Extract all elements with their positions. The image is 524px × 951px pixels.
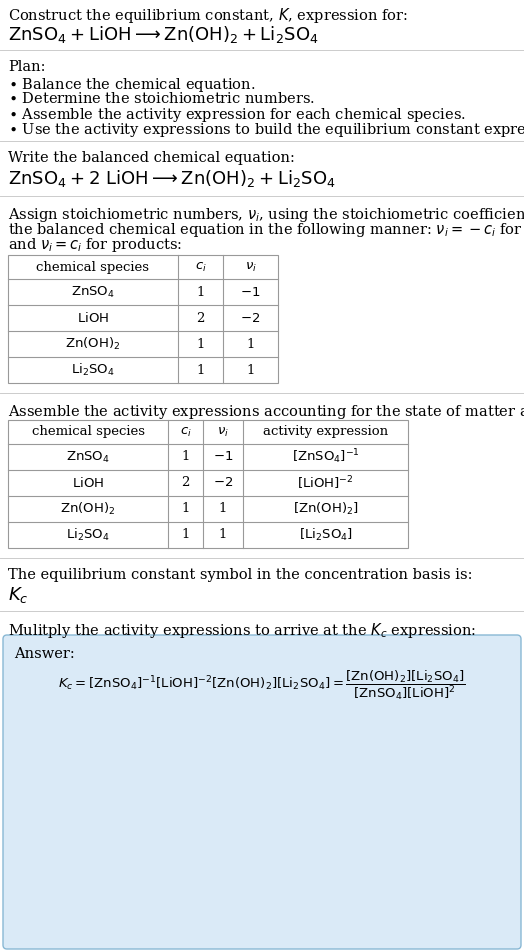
Text: $\nu_i$: $\nu_i$ (217, 425, 229, 438)
Text: chemical species: chemical species (31, 425, 145, 438)
Text: $K_c$: $K_c$ (8, 585, 29, 605)
Text: the balanced chemical equation in the following manner: $\nu_i = -c_i$ for react: the balanced chemical equation in the fo… (8, 221, 524, 239)
Text: chemical species: chemical species (37, 261, 149, 274)
Text: $[\mathrm{ZnSO_4}]^{-1}$: $[\mathrm{ZnSO_4}]^{-1}$ (291, 448, 359, 466)
Text: Answer:: Answer: (14, 647, 75, 661)
Text: Assemble the activity expressions accounting for the state of matter and $\nu_i$: Assemble the activity expressions accoun… (8, 403, 524, 421)
Text: $\mathrm{Zn(OH)_2}$: $\mathrm{Zn(OH)_2}$ (60, 501, 116, 517)
Text: $[\mathrm{Li_2SO_4}]$: $[\mathrm{Li_2SO_4}]$ (299, 527, 353, 543)
Text: 1: 1 (246, 338, 255, 351)
Text: activity expression: activity expression (263, 425, 388, 438)
Text: 2: 2 (196, 312, 205, 324)
Text: $\bullet$ Assemble the activity expression for each chemical species.: $\bullet$ Assemble the activity expressi… (8, 106, 466, 124)
Text: $-1$: $-1$ (241, 285, 260, 299)
Bar (8, 420, 408, 548)
Text: 1: 1 (219, 502, 227, 515)
Text: $[\mathrm{LiOH}]^{-2}$: $[\mathrm{LiOH}]^{-2}$ (297, 475, 354, 492)
Text: 1: 1 (181, 529, 190, 541)
Text: $\bullet$ Balance the chemical equation.: $\bullet$ Balance the chemical equation. (8, 76, 255, 94)
Text: $\mathrm{ZnSO_4}$: $\mathrm{ZnSO_4}$ (71, 284, 115, 300)
Text: 1: 1 (181, 502, 190, 515)
Text: $\mathrm{Zn(OH)_2}$: $\mathrm{Zn(OH)_2}$ (66, 336, 121, 352)
Text: $\mathrm{ZnSO_4}$: $\mathrm{ZnSO_4}$ (66, 450, 110, 464)
Text: $K_c = [\mathrm{ZnSO_4}]^{-1} [\mathrm{LiOH}]^{-2} [\mathrm{Zn(OH)_2}][\mathrm{L: $K_c = [\mathrm{ZnSO_4}]^{-1} [\mathrm{L… (58, 669, 466, 702)
Text: $\mathrm{ZnSO_4 + LiOH \longrightarrow Zn(OH)_2 + Li_2SO_4}$: $\mathrm{ZnSO_4 + LiOH \longrightarrow Z… (8, 24, 319, 45)
Text: $\mathrm{Li_2SO_4}$: $\mathrm{Li_2SO_4}$ (66, 527, 110, 543)
Text: 1: 1 (181, 451, 190, 463)
Text: 1: 1 (219, 529, 227, 541)
Text: Plan:: Plan: (8, 60, 46, 74)
Text: Mulitply the activity expressions to arrive at the $K_c$ expression:: Mulitply the activity expressions to arr… (8, 621, 476, 640)
Text: $-1$: $-1$ (213, 451, 233, 463)
Text: $\mathrm{LiOH}$: $\mathrm{LiOH}$ (77, 311, 109, 325)
Bar (8, 255, 278, 383)
Text: $\bullet$ Use the activity expressions to build the equilibrium constant express: $\bullet$ Use the activity expressions t… (8, 121, 524, 139)
Text: 1: 1 (196, 338, 205, 351)
Text: $-2$: $-2$ (213, 476, 233, 490)
Text: $-2$: $-2$ (241, 312, 260, 324)
Text: $c_i$: $c_i$ (194, 261, 206, 274)
Text: and $\nu_i = c_i$ for products:: and $\nu_i = c_i$ for products: (8, 236, 182, 254)
Text: Write the balanced chemical equation:: Write the balanced chemical equation: (8, 151, 295, 165)
Text: $\nu_i$: $\nu_i$ (245, 261, 256, 274)
Text: Assign stoichiometric numbers, $\nu_i$, using the stoichiometric coefficients, $: Assign stoichiometric numbers, $\nu_i$, … (8, 206, 524, 224)
Text: 1: 1 (246, 363, 255, 377)
Text: $\mathrm{ZnSO_4 + 2\ LiOH \longrightarrow Zn(OH)_2 + Li_2SO_4}$: $\mathrm{ZnSO_4 + 2\ LiOH \longrightarro… (8, 168, 336, 189)
Text: $c_i$: $c_i$ (180, 425, 191, 438)
FancyBboxPatch shape (3, 635, 521, 949)
Text: $\mathrm{Li_2SO_4}$: $\mathrm{Li_2SO_4}$ (71, 362, 115, 378)
Text: 2: 2 (181, 476, 190, 490)
Text: $\mathrm{LiOH}$: $\mathrm{LiOH}$ (72, 476, 104, 490)
Text: 1: 1 (196, 285, 205, 299)
Text: Construct the equilibrium constant, $K$, expression for:: Construct the equilibrium constant, $K$,… (8, 6, 408, 25)
Text: $\bullet$ Determine the stoichiometric numbers.: $\bullet$ Determine the stoichiometric n… (8, 91, 315, 106)
Text: $[\mathrm{Zn(OH)_2}]$: $[\mathrm{Zn(OH)_2}]$ (292, 501, 358, 517)
Text: The equilibrium constant symbol in the concentration basis is:: The equilibrium constant symbol in the c… (8, 568, 473, 582)
Text: 1: 1 (196, 363, 205, 377)
